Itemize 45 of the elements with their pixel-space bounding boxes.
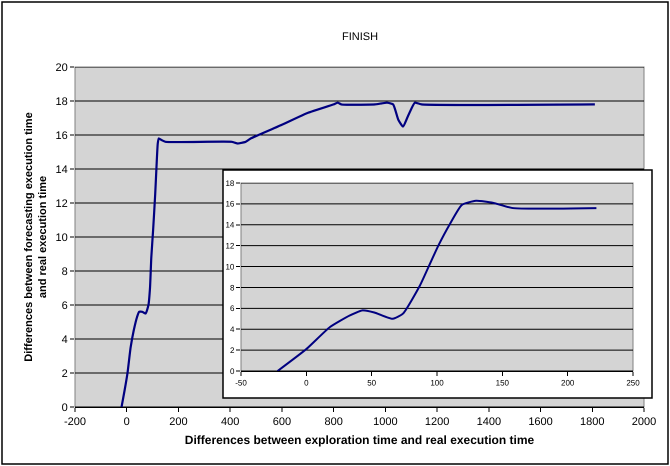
line-series (276, 200, 598, 371)
x-tick-label: 1200 (424, 416, 450, 428)
y-tick-label: 12 (225, 241, 235, 250)
y-tick-label: 8 (62, 266, 68, 278)
y-tick-label: 2 (62, 368, 68, 380)
x-axis-title: Differences between exploration time and real execution time (184, 433, 535, 448)
x-tick-label: 800 (324, 416, 343, 428)
x-tick-label: 1800 (580, 416, 605, 428)
y-tick-label: 4 (230, 325, 235, 334)
x-tick-label: 2000 (632, 416, 656, 428)
x-tick-label: 200 (560, 378, 575, 388)
y-tick-label: 0 (230, 366, 235, 376)
x-tick-label: 0 (304, 378, 310, 388)
x-tick-label: 200 (169, 416, 188, 428)
y-tick-label: 4 (62, 334, 68, 346)
line-series (120, 102, 596, 407)
y-tick-label: 16 (225, 200, 235, 209)
y-tick-label: 2 (230, 346, 235, 355)
y-tick-label: 10 (225, 262, 235, 272)
y-tick-label: 0 (62, 402, 68, 414)
x-tick-label: -200 (64, 416, 86, 428)
x-tick-label: 150 (496, 378, 510, 388)
y-tick-label: 10 (56, 232, 68, 244)
y-tick-label: 12 (56, 198, 68, 210)
x-tick-label: 250 (626, 378, 640, 388)
y-tick-label: 16 (56, 130, 68, 142)
x-tick-label: 600 (272, 416, 292, 428)
y-tick-label: 6 (230, 304, 235, 314)
x-tick-label: 400 (221, 416, 240, 428)
x-tick-label: 1400 (476, 416, 502, 428)
y-tick-label: 18 (225, 178, 235, 188)
y-tick-label: 18 (56, 96, 68, 108)
x-tick-label: 1000 (373, 416, 398, 428)
x-tick-label: 0 (124, 416, 130, 428)
y-tick-label: 14 (56, 164, 68, 176)
chart-title: FINISH (342, 31, 378, 43)
x-tick-label: -50 (235, 378, 248, 388)
x-tick-label: 50 (367, 378, 377, 388)
y-tick-label: 6 (62, 300, 68, 312)
y-axis-title: Differences between forecasting execution time and real execution time (22, 112, 50, 362)
y-tick-label: 14 (225, 220, 235, 230)
x-tick-label: 100 (430, 378, 444, 388)
x-tick-label: 1600 (528, 416, 553, 428)
y-tick-label: 8 (230, 283, 235, 292)
y-tick-label: 20 (56, 62, 68, 74)
